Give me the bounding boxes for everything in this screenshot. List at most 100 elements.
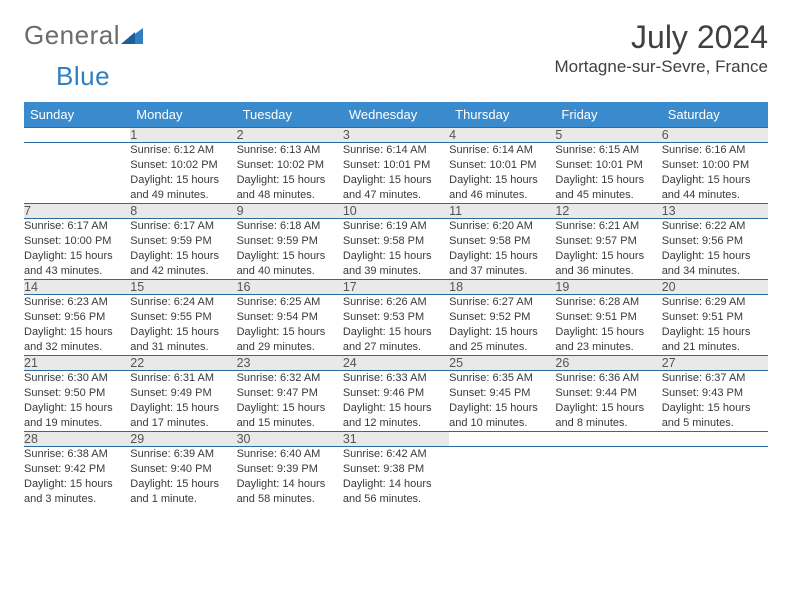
- month-title: July 2024: [554, 20, 768, 55]
- day-detail-cell: Sunrise: 6:21 AMSunset: 9:57 PMDaylight:…: [555, 219, 661, 280]
- day-number-cell: 16: [237, 280, 343, 295]
- day-sr: Sunrise: 6:38 AM: [24, 447, 130, 462]
- day-number-cell: 30: [237, 432, 343, 447]
- day-ss: Sunset: 9:51 PM: [555, 310, 661, 325]
- day-detail-cell: Sunrise: 6:22 AMSunset: 9:56 PMDaylight:…: [662, 219, 768, 280]
- day-sr: Sunrise: 6:25 AM: [237, 295, 343, 310]
- day-ss: Sunset: 10:00 PM: [662, 158, 768, 173]
- day-d2: and 32 minutes.: [24, 340, 130, 355]
- day-number-cell: 24: [343, 356, 449, 371]
- day-number-row: 123456: [24, 128, 768, 143]
- day-detail-cell: [662, 447, 768, 508]
- day-d1: Daylight: 15 hours: [130, 173, 236, 188]
- day-d1: Daylight: 15 hours: [24, 401, 130, 416]
- day-number-cell: 1: [130, 128, 236, 143]
- day-d2: and 48 minutes.: [237, 188, 343, 203]
- triangle-icon: [121, 26, 143, 46]
- day-d1: Daylight: 15 hours: [237, 401, 343, 416]
- day-sr: Sunrise: 6:18 AM: [237, 219, 343, 234]
- day-d1: Daylight: 14 hours: [237, 477, 343, 492]
- day-d1: Daylight: 15 hours: [24, 325, 130, 340]
- day-d1: Daylight: 15 hours: [130, 249, 236, 264]
- day-d2: and 29 minutes.: [237, 340, 343, 355]
- day-detail-cell: Sunrise: 6:14 AMSunset: 10:01 PMDaylight…: [343, 143, 449, 204]
- day-d2: and 21 minutes.: [662, 340, 768, 355]
- day-d1: Daylight: 15 hours: [24, 249, 130, 264]
- title-block: July 2024 Mortagne-sur-Sevre, France: [554, 20, 768, 77]
- day-number-cell: 31: [343, 432, 449, 447]
- day-d2: and 40 minutes.: [237, 264, 343, 279]
- day-d1: Daylight: 15 hours: [449, 249, 555, 264]
- day-number-cell: 20: [662, 280, 768, 295]
- day-d2: and 36 minutes.: [555, 264, 661, 279]
- day-d2: and 45 minutes.: [555, 188, 661, 203]
- day-detail-cell: Sunrise: 6:40 AMSunset: 9:39 PMDaylight:…: [237, 447, 343, 508]
- day-sr: Sunrise: 6:26 AM: [343, 295, 449, 310]
- day-detail-cell: Sunrise: 6:23 AMSunset: 9:56 PMDaylight:…: [24, 295, 130, 356]
- day-ss: Sunset: 9:43 PM: [662, 386, 768, 401]
- calendar-body: 123456Sunrise: 6:12 AMSunset: 10:02 PMDa…: [24, 128, 768, 508]
- day-d2: and 19 minutes.: [24, 416, 130, 431]
- day-d1: Daylight: 15 hours: [662, 173, 768, 188]
- day-d2: and 46 minutes.: [449, 188, 555, 203]
- day-d2: and 23 minutes.: [555, 340, 661, 355]
- day-detail-cell: [449, 447, 555, 508]
- day-sr: Sunrise: 6:39 AM: [130, 447, 236, 462]
- day-d2: and 49 minutes.: [130, 188, 236, 203]
- weekday-header: Thursday: [449, 102, 555, 128]
- day-d1: Daylight: 15 hours: [662, 401, 768, 416]
- day-ss: Sunset: 9:56 PM: [24, 310, 130, 325]
- weekday-header: Monday: [130, 102, 236, 128]
- day-detail-cell: Sunrise: 6:17 AMSunset: 9:59 PMDaylight:…: [130, 219, 236, 280]
- day-sr: Sunrise: 6:17 AM: [130, 219, 236, 234]
- day-d1: Daylight: 15 hours: [343, 325, 449, 340]
- day-sr: Sunrise: 6:20 AM: [449, 219, 555, 234]
- day-detail-cell: Sunrise: 6:25 AMSunset: 9:54 PMDaylight:…: [237, 295, 343, 356]
- day-d2: and 56 minutes.: [343, 492, 449, 507]
- day-ss: Sunset: 9:38 PM: [343, 462, 449, 477]
- day-number-cell: 12: [555, 204, 661, 219]
- day-detail-cell: Sunrise: 6:17 AMSunset: 10:00 PMDaylight…: [24, 219, 130, 280]
- day-d1: Daylight: 15 hours: [343, 173, 449, 188]
- day-sr: Sunrise: 6:12 AM: [130, 143, 236, 158]
- day-d2: and 58 minutes.: [237, 492, 343, 507]
- day-number-cell: 11: [449, 204, 555, 219]
- day-number-cell: 14: [24, 280, 130, 295]
- day-ss: Sunset: 9:45 PM: [449, 386, 555, 401]
- day-ss: Sunset: 9:58 PM: [449, 234, 555, 249]
- day-d2: and 39 minutes.: [343, 264, 449, 279]
- day-number-cell: 18: [449, 280, 555, 295]
- weekday-header: Sunday: [24, 102, 130, 128]
- day-ss: Sunset: 9:40 PM: [130, 462, 236, 477]
- day-number-cell: 9: [237, 204, 343, 219]
- day-d1: Daylight: 15 hours: [449, 401, 555, 416]
- day-d2: and 25 minutes.: [449, 340, 555, 355]
- day-sr: Sunrise: 6:14 AM: [343, 143, 449, 158]
- day-ss: Sunset: 9:44 PM: [555, 386, 661, 401]
- day-d1: Daylight: 15 hours: [449, 325, 555, 340]
- day-detail-cell: Sunrise: 6:31 AMSunset: 9:49 PMDaylight:…: [130, 371, 236, 432]
- day-sr: Sunrise: 6:13 AM: [237, 143, 343, 158]
- day-d2: and 47 minutes.: [343, 188, 449, 203]
- day-d2: and 27 minutes.: [343, 340, 449, 355]
- day-number-row: 21222324252627: [24, 356, 768, 371]
- day-ss: Sunset: 10:02 PM: [130, 158, 236, 173]
- day-ss: Sunset: 10:02 PM: [237, 158, 343, 173]
- day-d2: and 43 minutes.: [24, 264, 130, 279]
- day-sr: Sunrise: 6:32 AM: [237, 371, 343, 386]
- day-ss: Sunset: 9:39 PM: [237, 462, 343, 477]
- day-d1: Daylight: 15 hours: [130, 401, 236, 416]
- day-detail-cell: Sunrise: 6:13 AMSunset: 10:02 PMDaylight…: [237, 143, 343, 204]
- day-sr: Sunrise: 6:27 AM: [449, 295, 555, 310]
- day-detail-cell: [24, 143, 130, 204]
- day-number-cell: 28: [24, 432, 130, 447]
- day-detail-row: Sunrise: 6:12 AMSunset: 10:02 PMDaylight…: [24, 143, 768, 204]
- day-ss: Sunset: 9:54 PM: [237, 310, 343, 325]
- day-detail-cell: Sunrise: 6:18 AMSunset: 9:59 PMDaylight:…: [237, 219, 343, 280]
- day-d1: Daylight: 14 hours: [343, 477, 449, 492]
- weekday-header: Wednesday: [343, 102, 449, 128]
- day-sr: Sunrise: 6:17 AM: [24, 219, 130, 234]
- day-detail-cell: [555, 447, 661, 508]
- day-sr: Sunrise: 6:24 AM: [130, 295, 236, 310]
- day-sr: Sunrise: 6:14 AM: [449, 143, 555, 158]
